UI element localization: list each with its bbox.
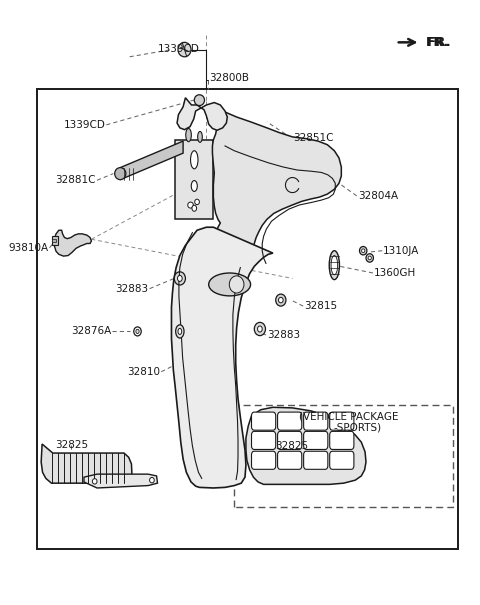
Ellipse shape <box>176 325 184 338</box>
Ellipse shape <box>194 95 204 106</box>
Text: 32883: 32883 <box>116 284 149 293</box>
Ellipse shape <box>186 128 192 142</box>
Ellipse shape <box>278 298 283 302</box>
Text: 32804A: 32804A <box>359 191 399 201</box>
Ellipse shape <box>178 275 182 281</box>
Text: 32815: 32815 <box>304 301 337 311</box>
Ellipse shape <box>331 255 337 275</box>
Ellipse shape <box>150 477 154 483</box>
Polygon shape <box>84 474 157 488</box>
Ellipse shape <box>366 253 373 262</box>
Ellipse shape <box>136 329 139 333</box>
Text: 1360GH: 1360GH <box>374 268 416 278</box>
FancyBboxPatch shape <box>252 431 276 450</box>
Ellipse shape <box>174 272 185 285</box>
Bar <box>175 140 213 220</box>
FancyBboxPatch shape <box>304 451 328 469</box>
Ellipse shape <box>276 294 286 306</box>
Text: FR.: FR. <box>426 36 449 49</box>
Text: (VEHICLE PACKAGE: (VEHICLE PACKAGE <box>300 412 399 422</box>
Ellipse shape <box>229 276 244 293</box>
FancyBboxPatch shape <box>304 412 328 430</box>
Bar <box>36 89 457 549</box>
Text: 32825: 32825 <box>275 441 308 451</box>
Ellipse shape <box>209 273 251 296</box>
Text: 32851C: 32851C <box>293 133 334 143</box>
FancyBboxPatch shape <box>277 431 302 450</box>
Text: -SPORTS): -SPORTS) <box>334 422 382 432</box>
Polygon shape <box>177 98 228 130</box>
Ellipse shape <box>191 180 197 191</box>
Ellipse shape <box>188 202 193 208</box>
FancyBboxPatch shape <box>330 451 354 469</box>
Polygon shape <box>234 405 453 507</box>
Text: FR.: FR. <box>427 36 452 49</box>
FancyBboxPatch shape <box>330 431 354 450</box>
Ellipse shape <box>178 329 182 335</box>
Text: 93810A: 93810A <box>9 243 48 253</box>
Polygon shape <box>54 231 91 256</box>
Ellipse shape <box>192 205 197 211</box>
Text: 32810: 32810 <box>127 367 160 377</box>
Polygon shape <box>41 444 132 483</box>
Ellipse shape <box>198 131 203 142</box>
Text: 32883: 32883 <box>267 330 300 340</box>
Polygon shape <box>171 227 273 488</box>
Text: 32876A: 32876A <box>71 327 111 336</box>
Ellipse shape <box>195 199 199 204</box>
Text: 32800B: 32800B <box>210 73 250 83</box>
Polygon shape <box>120 141 183 180</box>
Ellipse shape <box>329 250 339 280</box>
Text: 1339CD: 1339CD <box>63 120 106 130</box>
Ellipse shape <box>254 322 265 336</box>
Ellipse shape <box>361 249 365 252</box>
Ellipse shape <box>360 246 367 255</box>
Bar <box>52 238 56 242</box>
Text: 32825: 32825 <box>55 440 88 450</box>
Text: 32881C: 32881C <box>56 175 96 185</box>
Ellipse shape <box>258 326 262 332</box>
Ellipse shape <box>92 479 97 484</box>
FancyBboxPatch shape <box>252 451 276 469</box>
FancyBboxPatch shape <box>277 412 302 430</box>
FancyBboxPatch shape <box>304 431 328 450</box>
Polygon shape <box>213 110 341 273</box>
FancyBboxPatch shape <box>330 412 354 430</box>
Ellipse shape <box>134 327 141 336</box>
Text: 1310JA: 1310JA <box>383 246 420 256</box>
Ellipse shape <box>191 151 198 169</box>
Polygon shape <box>246 407 366 485</box>
FancyBboxPatch shape <box>252 412 276 430</box>
Ellipse shape <box>178 42 191 57</box>
Ellipse shape <box>368 256 372 260</box>
Ellipse shape <box>115 168 126 180</box>
FancyBboxPatch shape <box>277 451 302 469</box>
Text: 1339CD: 1339CD <box>157 44 199 54</box>
Bar <box>52 237 59 244</box>
